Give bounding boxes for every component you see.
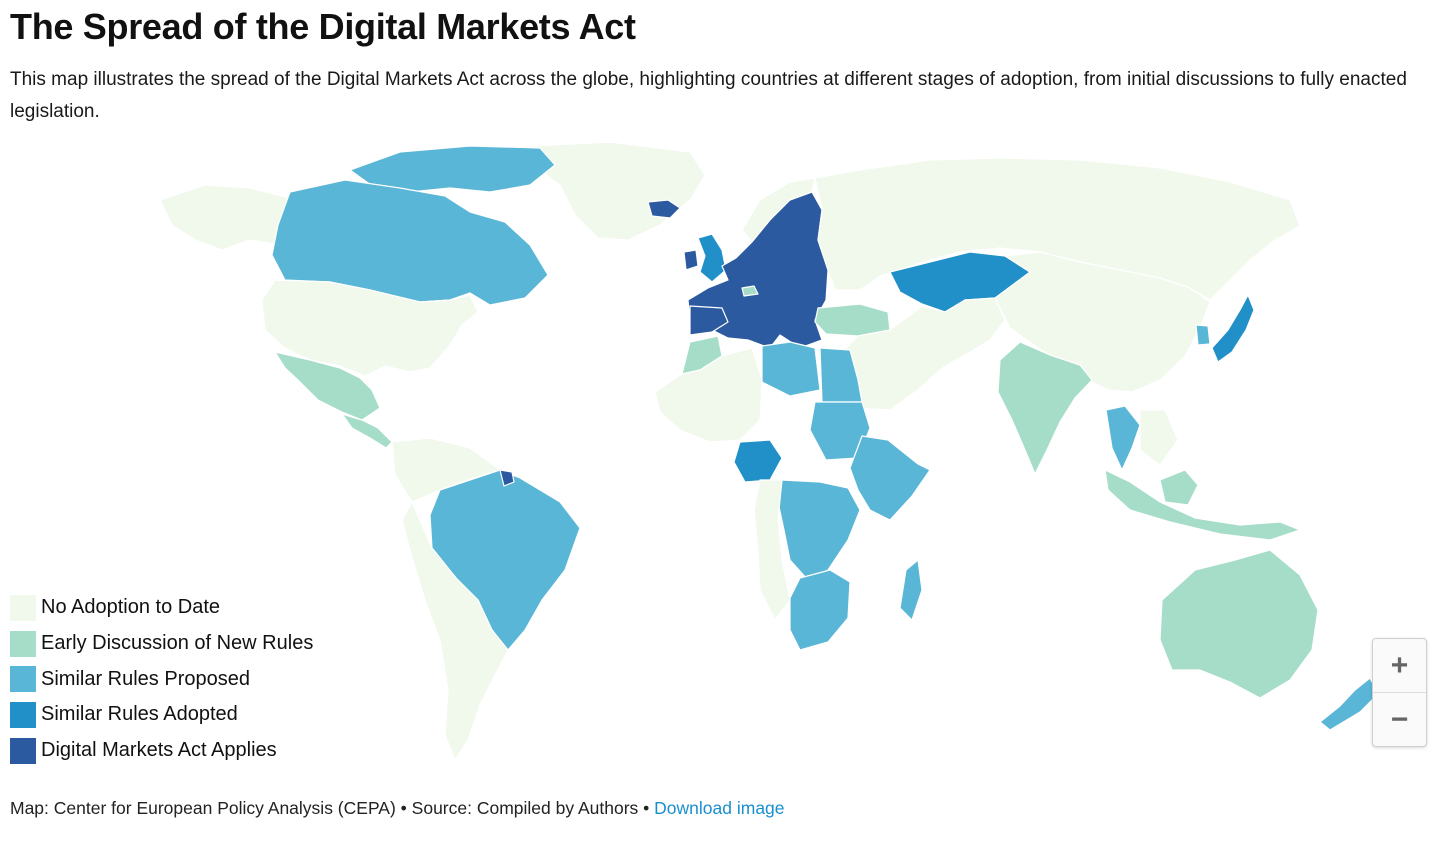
region-iceland[interactable] bbox=[647, 199, 681, 219]
region-south-america-south[interactable] bbox=[401, 501, 509, 761]
region-greenland[interactable] bbox=[534, 141, 706, 241]
legend-swatch-similar-proposed bbox=[10, 666, 36, 693]
legend-swatch-similar-adopted bbox=[10, 701, 36, 728]
region-australia[interactable] bbox=[1159, 549, 1319, 699]
zoom-out-button[interactable]: − bbox=[1390, 702, 1409, 736]
region-ireland[interactable] bbox=[683, 249, 699, 271]
region-south-korea[interactable] bbox=[1195, 324, 1211, 346]
region-japan[interactable] bbox=[1211, 294, 1255, 363]
region-iberia[interactable] bbox=[689, 305, 729, 336]
region-central-africa[interactable] bbox=[777, 479, 861, 581]
zoom-control: + − bbox=[1372, 638, 1427, 747]
page-title: The Spread of the Digital Markets Act bbox=[10, 6, 636, 47]
legend-label-dma-applies: Digital Markets Act Applies bbox=[41, 739, 277, 762]
region-nigeria[interactable] bbox=[733, 439, 783, 483]
region-united-states[interactable] bbox=[261, 279, 479, 377]
zoom-in-button[interactable]: + bbox=[1373, 639, 1426, 693]
legend-label-no-adoption: No Adoption to Date bbox=[41, 596, 221, 619]
legend-swatch-no-adoption bbox=[10, 594, 36, 621]
legend-swatch-early-discussion bbox=[10, 630, 36, 657]
region-french-guiana[interactable] bbox=[499, 469, 515, 487]
legend-item-no-adoption[interactable]: No Adoption to Date bbox=[10, 590, 313, 626]
region-indochina[interactable] bbox=[1139, 409, 1179, 466]
map-legend: No Adoption to Date Early Discussion of … bbox=[10, 590, 313, 768]
region-egypt[interactable] bbox=[819, 347, 863, 403]
region-borneo[interactable] bbox=[1159, 469, 1199, 506]
region-madagascar[interactable] bbox=[899, 559, 923, 621]
region-central-america[interactable] bbox=[341, 413, 393, 449]
page-subtitle: This map illustrates the spread of the D… bbox=[10, 69, 1407, 122]
region-switzerland[interactable] bbox=[741, 285, 759, 297]
legend-item-similar-proposed[interactable]: Similar Rules Proposed bbox=[10, 661, 313, 697]
region-mexico[interactable] bbox=[274, 351, 381, 421]
region-united-kingdom[interactable] bbox=[697, 233, 727, 283]
region-india[interactable] bbox=[997, 341, 1093, 475]
region-southeast-asia-islands[interactable] bbox=[1104, 469, 1301, 541]
region-southern-africa[interactable] bbox=[789, 569, 851, 651]
source-credit: Map: Center for European Policy Analysis… bbox=[10, 798, 655, 818]
world-map[interactable] bbox=[0, 130, 1456, 770]
legend-item-early-discussion[interactable]: Early Discussion of New Rules bbox=[10, 626, 313, 662]
region-west-africa[interactable] bbox=[654, 347, 763, 443]
legend-item-similar-adopted[interactable]: Similar Rules Adopted bbox=[10, 697, 313, 733]
map-footer: Map: Center for European Policy Analysis… bbox=[10, 798, 785, 819]
region-east-africa[interactable] bbox=[849, 435, 931, 521]
legend-label-similar-proposed: Similar Rules Proposed bbox=[41, 667, 250, 690]
region-libya[interactable] bbox=[761, 341, 821, 397]
legend-item-dma-applies[interactable]: Digital Markets Act Applies bbox=[10, 733, 313, 769]
region-new-zealand[interactable] bbox=[1319, 677, 1379, 731]
region-china[interactable] bbox=[994, 251, 1211, 393]
region-south-america-north[interactable] bbox=[391, 437, 501, 503]
legend-label-similar-adopted: Similar Rules Adopted bbox=[41, 703, 238, 726]
world-map-svg bbox=[159, 141, 1379, 761]
legend-swatch-dma-applies bbox=[10, 737, 36, 764]
region-myanmar-thailand[interactable] bbox=[1105, 405, 1141, 471]
legend-label-early-discussion: Early Discussion of New Rules bbox=[41, 632, 314, 655]
region-africa-west-coast[interactable] bbox=[753, 479, 791, 621]
region-turkey[interactable] bbox=[814, 303, 891, 337]
download-image-link[interactable]: Download image bbox=[654, 798, 785, 818]
